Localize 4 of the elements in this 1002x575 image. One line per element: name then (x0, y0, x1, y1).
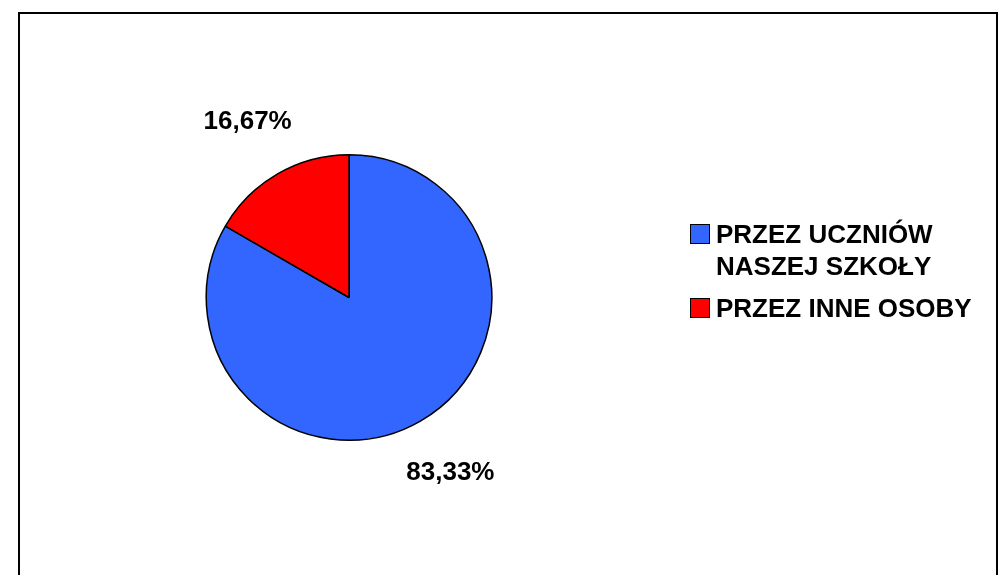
data-label: 83,33% (406, 456, 495, 487)
legend-label: PRZEZ INNE OSOBY (716, 292, 972, 324)
legend-label: PRZEZ UCZNIÓW NASZEJ SZKOŁY (716, 218, 934, 282)
data-label: 16,67% (203, 105, 292, 136)
